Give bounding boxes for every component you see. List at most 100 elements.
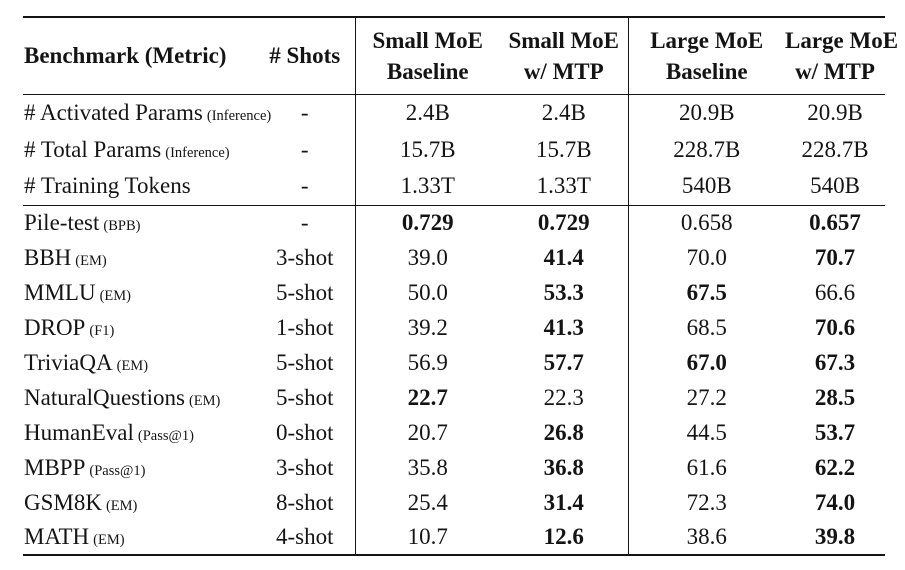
table-row: NaturalQuestions (EM) 5-shot 22.7 22.3 27.2 28… [23, 380, 885, 415]
benchmark-name: GSM8K [24, 489, 102, 515]
metric-label: (EM) [93, 532, 125, 548]
table-row: HumanEval (Pass@1) 0-shot 20.7 26.8 44.5 53.7 [23, 415, 885, 450]
shots-cell: 8-shot [276, 489, 334, 515]
value-cell: 61.6 [627, 450, 785, 485]
metric-label: (BPB) [103, 217, 141, 234]
value-cell: 20.7 [354, 415, 500, 450]
metric-label: (EM) [116, 357, 149, 374]
value-cell: 540B [810, 173, 860, 199]
metric-label: (Pass@1) [137, 427, 194, 444]
table-row: # Total Params (Inference) - 15.7B 15.7B 228.… [23, 131, 885, 168]
header-small-moe-mtp: Small MoE w/ MTP [500, 17, 628, 94]
value-cell: 20.9B [627, 94, 785, 131]
value-cell: 2.4B [541, 99, 586, 125]
shots-cell: - [300, 136, 309, 162]
value-cell: 26.8 [543, 419, 584, 445]
header-shots: # Shots [255, 17, 355, 94]
header-line1: Small MoE [508, 27, 620, 53]
value-cell: 15.7B [535, 136, 592, 162]
table-row: MMLU (EM) 5-shot 50.0 53.3 67.5 66.6 [23, 275, 885, 310]
benchmark-name: # Total Params [24, 136, 162, 162]
metric-label: (EM) [105, 497, 138, 514]
value-cell: 1.33T [536, 173, 591, 199]
benchmark-name: # Training Tokens [24, 173, 191, 199]
benchmark-cell: BBH (EM) [23, 240, 255, 275]
benchmark-cell: NaturalQuestions (EM) [23, 380, 255, 415]
table-row: # Activated Params (Inference) - 2.4B 2.4B 20… [23, 94, 885, 131]
value-cell: 2.4B [354, 94, 500, 131]
value-cell: 1.33T [354, 168, 500, 205]
benchmark-cell: # Activated Params (Inference) [23, 94, 271, 131]
metric-label: (F1) [89, 322, 115, 339]
header-benchmark-label: Benchmark (Metric) [24, 42, 227, 68]
table-row: Pile-test (BPB) - 0.729 0.729 0.658 0.657 [23, 205, 885, 240]
shots-cell: 5-shot [276, 279, 334, 305]
shots-cell: 5-shot [276, 384, 334, 410]
value-cell: 39.0 [354, 240, 500, 275]
value-cell: 41.4 [543, 244, 584, 270]
value-cell: 67.3 [814, 349, 856, 375]
header-line2: w/ MTP [795, 58, 875, 84]
shots-cell: 1-shot [276, 314, 334, 340]
benchmark-cell: MATH (EM) [23, 520, 255, 555]
value-cell: 70.6 [814, 314, 856, 340]
value-cell: 0.729 [537, 209, 590, 235]
value-cell: 12.6 [543, 524, 584, 549]
shots-cell: - [300, 209, 309, 235]
table-row: MBPP (Pass@1) 3-shot 35.8 36.8 61.6 62.2 [23, 450, 885, 485]
header-line2: w/ MTP [523, 58, 604, 84]
benchmark-cell: Pile-test (BPB) [23, 205, 255, 240]
value-cell: 62.2 [814, 454, 856, 480]
value-cell: 53.3 [543, 279, 584, 305]
shots-cell: 3-shot [276, 454, 334, 480]
value-cell: 28.5 [814, 384, 856, 410]
table-row: MATH (EM) 4-shot 10.7 12.6 38.6 39.8 [23, 520, 885, 555]
value-cell: 53.7 [814, 419, 856, 445]
info-section: # Activated Params (Inference) - 2.4B 2.4B 20… [23, 94, 885, 205]
value-cell: 0.729 [354, 205, 500, 240]
shots-cell: 5-shot [276, 349, 334, 375]
benchmark-cell: GSM8K (EM) [23, 485, 255, 520]
value-cell: 50.0 [354, 275, 500, 310]
metric-label: (Inference) [206, 107, 272, 124]
value-cell: 15.7B [354, 131, 500, 168]
benchmark-name: # Activated Params [24, 99, 203, 125]
value-cell: 67.0 [627, 345, 785, 380]
shots-cell: 3-shot [276, 244, 334, 270]
value-cell: 39.8 [814, 524, 856, 549]
benchmark-name: NaturalQuestions [24, 384, 185, 410]
header-benchmark-metric: Benchmark (Metric) [23, 17, 255, 94]
shots-cell: 4-shot [276, 524, 334, 549]
header-line1: Large MoE [785, 27, 899, 53]
benchmark-cell: HumanEval (Pass@1) [23, 415, 255, 450]
value-cell: 67.5 [627, 275, 785, 310]
table-row: TriviaQA (EM) 5-shot 56.9 57.7 67.0 67.3 [23, 345, 885, 380]
value-cell: 22.3 [543, 384, 584, 410]
value-cell: 10.7 [354, 520, 500, 555]
metric-label: (EM) [188, 392, 221, 409]
value-cell: 68.5 [627, 310, 785, 345]
benchmark-cell: DROP (F1) [23, 310, 255, 345]
benchmark-name: MMLU [24, 279, 96, 305]
value-cell: 74.0 [814, 489, 856, 515]
value-cell: 70.0 [627, 240, 785, 275]
shots-cell: - [300, 99, 309, 125]
value-cell: 72.3 [627, 485, 785, 520]
table-row: DROP (F1) 1-shot 39.2 41.3 68.5 70.6 [23, 310, 885, 345]
benchmark-section: Pile-test (BPB) -0.729 0.729 0.658 0.657 BBH (E… [23, 205, 885, 555]
benchmark-name: MATH [24, 524, 90, 549]
value-cell: 22.7 [354, 380, 500, 415]
metric-label: (EM) [75, 252, 107, 269]
shots-cell: - [300, 173, 309, 199]
value-cell: 0.657 [809, 209, 861, 235]
value-cell: 31.4 [543, 489, 584, 515]
metric-label: (EM) [99, 287, 131, 304]
table-row: # Training Tokens - 1.33T 1.33T 540B 540B [23, 168, 885, 205]
header-line1: Small MoE [372, 27, 484, 53]
benchmark-name: BBH [24, 244, 72, 270]
benchmark-cell: MMLU (EM) [23, 275, 255, 310]
value-cell: 20.9B [807, 99, 863, 125]
value-cell: 36.8 [543, 454, 584, 480]
benchmark-cell: MBPP (Pass@1) [23, 450, 255, 485]
metric-label: (Pass@1) [89, 462, 146, 479]
